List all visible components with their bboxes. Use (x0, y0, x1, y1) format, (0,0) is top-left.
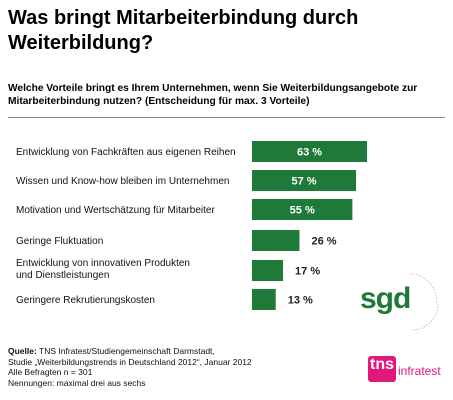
sgd-ring-icon (409, 273, 439, 331)
category-label-6: Geringere Rekrutierungskosten (16, 295, 155, 306)
category-label-1: Entwicklung von Fachkräften aus eigenen … (16, 147, 236, 158)
value-label-5: 17 % (295, 266, 320, 278)
bar-6 (252, 289, 276, 310)
value-label-3: 55 % (290, 205, 315, 217)
divider (8, 117, 445, 118)
source-line-3: Alle Befragten n = 301 (8, 367, 93, 377)
infratest-logo-text: infratest (398, 364, 441, 378)
page-title: Was bringt Mitarbeiterbindung durch Weit… (8, 7, 359, 54)
bar-1 (252, 141, 367, 162)
source-line-4: Nennungen: maximal drei aus sechs (8, 377, 146, 388)
category-label-3: Motivation und Wertschätzung für Mitarbe… (16, 205, 215, 216)
source-line-1: TNS Infratest/Studiengemeinschaft Darmst… (36, 346, 215, 356)
bar-4 (252, 230, 300, 251)
value-label-6: 13 % (288, 295, 313, 307)
source-line-2: Studie „Weiterbildungstrends in Deutschl… (8, 356, 252, 367)
category-label-5: Entwicklung von innovativen Produkten und… (16, 258, 190, 281)
source-label: Quelle: (8, 346, 37, 356)
bar-2 (252, 170, 357, 191)
tns-logo-text: tns (370, 356, 394, 373)
bar-5 (252, 260, 284, 281)
tns-box (368, 356, 396, 382)
bar-3 (252, 199, 353, 220)
sgd-logo-text: sgd (360, 282, 411, 315)
category-label-4: Geringe Fluktuation (16, 236, 103, 247)
chart-question: Welche Vorteile bringt es Ihrem Unterneh… (8, 83, 418, 107)
value-label-4: 26 % (311, 236, 336, 248)
source-note: Quelle: TNS Infratest/Studiengemeinschaf… (8, 346, 338, 388)
sgd-logo: sgd (350, 264, 445, 334)
value-label-1: 63 % (297, 147, 322, 159)
tns-infratest-logo: tns infratest (368, 352, 450, 386)
value-label-2: 57 % (291, 176, 316, 188)
category-label-2: Wissen und Know-how bleiben im Unternehm… (16, 176, 229, 187)
